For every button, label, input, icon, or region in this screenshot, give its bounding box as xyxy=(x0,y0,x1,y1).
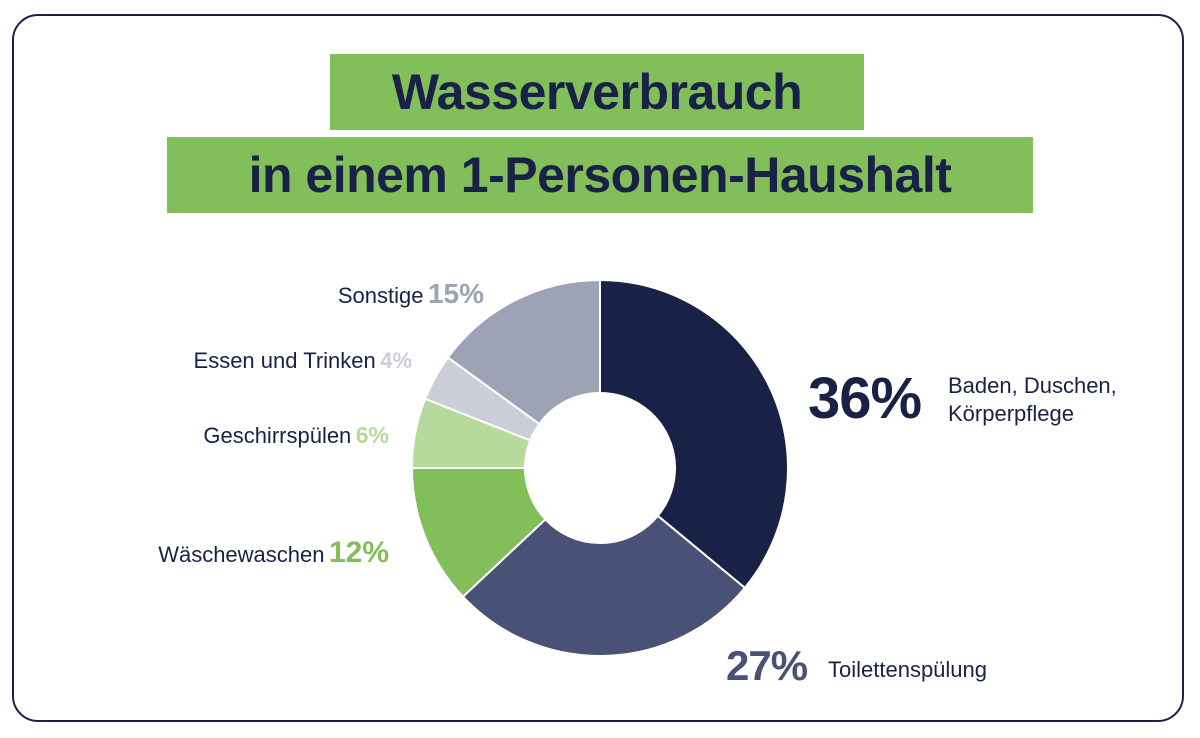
slice-value-sonstige: 15% xyxy=(427,278,484,309)
slice-label-toilette: Toilettenspülung xyxy=(828,657,988,682)
slice-row-waesche: Wäschewaschen 12% xyxy=(158,536,389,570)
chart-title-line2: in einem 1-Personen-Haushalt xyxy=(167,137,1033,213)
donut-slice-waesche xyxy=(410,467,547,599)
slice-row-essen: Essen und Trinken 4% xyxy=(194,348,412,374)
slice-value-waesche: 12% xyxy=(328,536,389,569)
slice-value-baden: 36% xyxy=(808,366,922,431)
slice-value-geschirr: 6% xyxy=(355,422,389,448)
slice-label-baden-line2: Körperpflege xyxy=(948,401,1074,426)
slice-label-baden-line1: Baden, Duschen, xyxy=(948,373,1117,398)
chart-title-line1: Wasserverbrauch xyxy=(330,54,864,130)
slice-value-essen: 4% xyxy=(380,348,412,373)
donut-slice-baden xyxy=(599,278,789,590)
slice-label-essen: Essen und Trinken xyxy=(193,348,376,373)
slice-label-sonstige: Sonstige xyxy=(337,283,424,308)
slice-label-geschirr: Geschirrspülen xyxy=(203,423,352,448)
slice-row-geschirr: Geschirrspülen 6% xyxy=(203,422,389,449)
donut-slice-sonstige xyxy=(446,278,601,426)
slice-label-waesche: Wäschewaschen xyxy=(158,542,325,567)
donut-slice-toilette xyxy=(461,514,747,657)
slice-value-toilette: 27% xyxy=(726,642,808,689)
slice-row-sonstige: Sonstige 15% xyxy=(338,278,484,310)
